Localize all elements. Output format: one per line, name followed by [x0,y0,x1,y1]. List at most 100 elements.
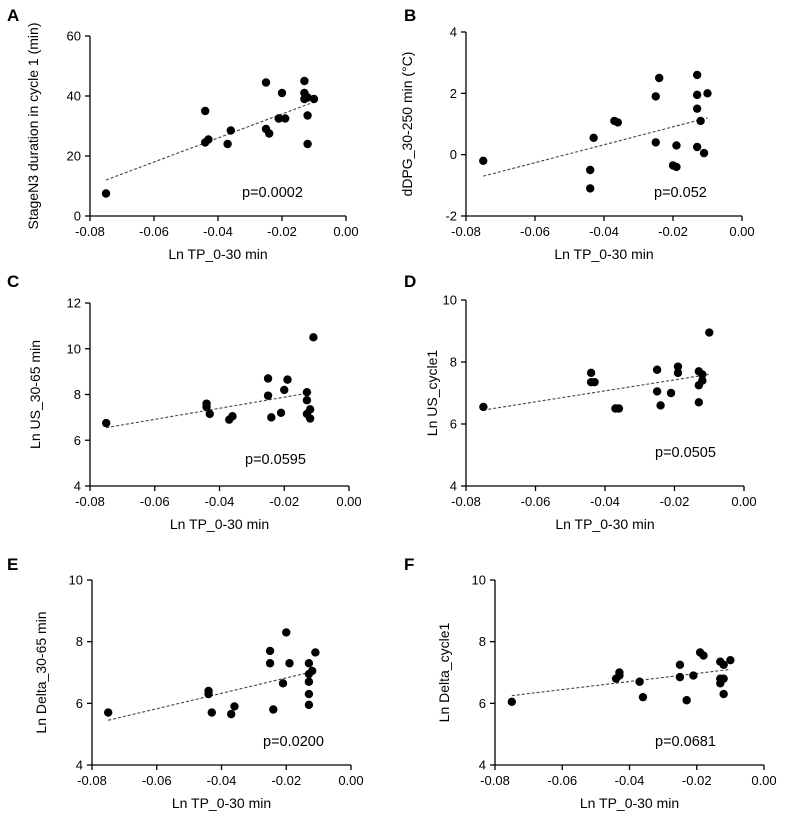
panel-a-x-tick-label: -0.02 [267,224,297,239]
panel-c-x-tick-label: -0.02 [269,494,299,509]
panel-a-data-point [281,114,290,123]
panel-b-fit-line [483,117,708,177]
panel-d-x-axis-label: Ln TP_0-30 min [555,516,654,532]
panel-f-data-point [682,696,691,705]
panel-f-fit-line [511,668,731,697]
panel-c-data-point [280,385,289,395]
panel-b-data-point [703,89,712,98]
panel-c-x-tick-label: -0.04 [205,494,235,509]
panel-d-data-point [705,328,714,337]
panel-e-data-point [304,689,314,699]
panel-d-data-point [666,388,676,398]
panel-c-data-point [263,374,273,383]
panel-f-data-point [719,674,728,683]
panel-a: A -0.08 -0.06 -0.04 -0.02 0.00 0 20 40 60 Ln TP_0-… [7,6,359,262]
panel-f-data-point [689,671,698,680]
panel-d-y-tick-label: 6 [450,417,457,432]
panel-a-y-tick-label: 0 [74,209,81,224]
panel-e-y-tick-label: 4 [76,758,83,773]
panel-d-data-point [673,368,683,378]
panel-d-x-tick-label: -0.02 [660,494,690,509]
panel-f-data-point [675,660,685,669]
panel-e-data-point [207,708,216,717]
panel-b-x-tick-label: 0.00 [729,224,754,239]
panel-b-data-point [696,116,705,126]
panel-a-data-point [261,78,271,87]
panel-b-data-point [692,70,702,80]
panel-a-y-axis-label: StageN3 duration in cycle 1 (min) [25,23,41,230]
panel-f-data-point [635,677,644,686]
panel-b: B -0.08 -0.06 -0.04 -0.02 0.00 -2 0 2 4 Ln TP_0-30… [399,6,755,262]
panel-c-p-value: p=0.0595 [245,452,306,468]
panel-e-data-point [311,648,320,657]
panel-d-data-point [614,404,624,413]
panel-c: C -0.08 -0.06 -0.04 -0.02 0.00 4 6 8 10 12 Ln TP_0-… [7,272,362,532]
panel-e-x-tick-label: 0.00 [338,773,363,788]
panel-d: D -0.08 -0.06 -0.04 -0.02 0.00 4 6 8 10 Ln TP_0-30… [404,272,757,532]
panel-b-data-point [692,104,702,113]
panel-c-data-point [205,409,214,419]
panel-b-data-point [613,118,622,127]
panel-b-data-point [586,184,595,193]
panel-a-y-tick-label: 60 [67,29,81,44]
panel-d-data-point [694,398,704,407]
panel-e-x-tick-label: -0.02 [271,773,301,788]
panel-e-y-tick-label: 6 [76,696,83,711]
panel-a-x-tick-label: -0.08 [75,224,105,239]
panel-e-data-point [307,666,317,676]
panel-f-x-tick-label: 0.00 [751,773,776,788]
panel-b-letter: B [404,6,416,25]
panel-d-data-point [698,370,707,379]
panel-a-data-point [223,139,232,149]
panel-e-data-point [304,700,314,710]
panel-a-data-point [300,76,309,86]
panel-e-data-point [285,659,294,668]
panel-b-data-point [672,141,681,150]
panel-b-data-point [479,156,488,165]
panel-f-y-tick-label: 4 [479,758,486,773]
panel-f-x-tick-label: -0.04 [615,773,645,788]
panel-e-data-point [304,659,314,668]
panel-a-y-tick-label: 20 [67,149,81,164]
panel-f-data-point [615,671,624,680]
panel-f-y-axis-label: Ln Delta_cycle1 [436,622,452,722]
panel-c-letter: C [7,272,19,291]
panel-d-y-tick-label: 10 [443,293,457,308]
panel-a-x-tick-label: -0.06 [139,224,169,239]
panel-b-data-point [651,138,660,147]
panel-b-y-axis-label: dDPG_30-250 min (°C) [399,52,415,197]
panel-e-p-value: p=0.0200 [263,734,324,750]
panel-a-data-point [303,139,312,149]
panel-b-y-tick-label: 4 [450,25,457,40]
panel-f-y-tick-label: 8 [479,634,486,649]
panel-b-y-tick-label: 0 [450,147,457,162]
panel-b-y-tick-label: -2 [445,209,457,224]
panel-a-data-point [274,114,283,123]
panel-b-x-tick-label: -0.04 [589,224,619,239]
panel-b-data-point [655,73,664,83]
panel-e-y-axis-label: Ln Delta_30-65 min [33,611,49,733]
panel-a-data-point [265,129,274,138]
panel-f-x-tick-label: -0.08 [480,773,510,788]
panel-b-y-tick-label: 2 [450,86,457,101]
panel-b-x-tick-label: -0.06 [520,224,550,239]
panel-e-data-point [227,709,236,719]
panel-e-data-point [204,689,213,699]
panel-f: F -0.08 -0.06 -0.04 -0.02 0.00 4 6 8 10 Ln TP_0-30… [404,555,777,811]
panel-e-data-point [304,677,314,686]
panel-f-data-point [699,651,708,660]
panel-f-data-point [726,655,735,665]
panel-a-x-axis-label: Ln TP_0-30 min [168,246,267,262]
panel-a-data-point [303,93,312,102]
panel-c-data-point [267,413,276,422]
panel-f-x-axis-label: Ln TP_0-30 min [580,795,679,811]
panel-c-data-point [305,405,315,414]
panel-d-data-point [652,365,662,374]
panel-c-x-axis-label: Ln TP_0-30 min [170,516,269,532]
panel-d-data-point [673,362,683,371]
panel-b-x-tick-label: -0.02 [658,224,688,239]
panel-e-data-point [282,628,291,637]
panel-a-data-point [309,94,319,104]
panel-a-p-value: p=0.0002 [242,185,303,201]
panel-b-data-point [692,142,702,152]
